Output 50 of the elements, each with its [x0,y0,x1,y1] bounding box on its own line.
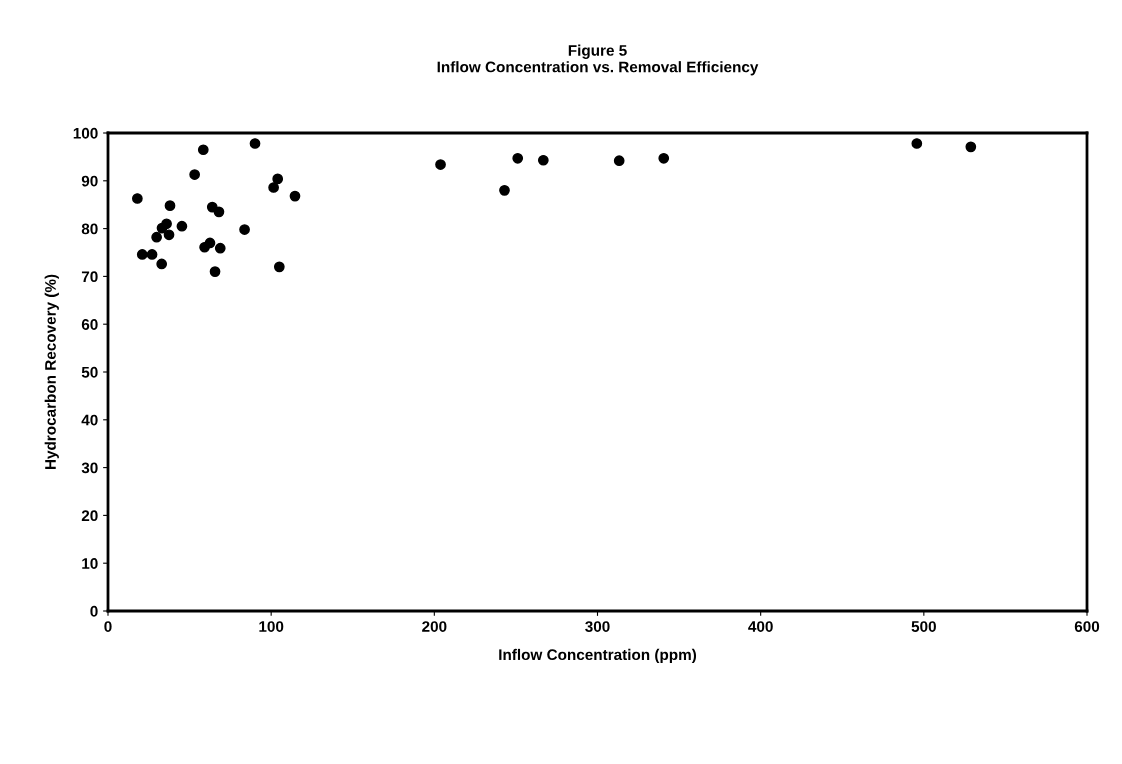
point [197,144,209,156]
chart-title: Figure 5 Inflow Concentration vs. Removal Efficiency [437,44,759,76]
x-tick-label: 200 [422,621,447,632]
y-tick-label: 0 [90,605,98,617]
point [132,193,143,204]
point [537,154,549,166]
point [273,261,285,273]
point [499,185,510,196]
point [164,200,176,212]
x-tick-label: 0 [104,621,112,632]
x-axis-title: Inflow Concentration (ppm) [499,648,697,664]
point [213,206,225,218]
point [151,231,162,243]
x-tick-label: 500 [911,621,936,632]
point [965,141,977,153]
point [156,222,168,234]
x-tick-label: 100 [259,621,284,632]
point [268,182,279,193]
point [146,249,158,260]
y-tick-label: 10 [82,558,98,569]
y-tick-label: 60 [81,319,98,330]
point [272,173,284,185]
point [136,249,148,260]
point [189,169,200,180]
point [199,241,210,253]
y-tick-label: 80 [81,223,98,235]
point [163,229,175,241]
x-tick-label: 300 [585,621,610,632]
point [214,242,226,254]
x-tick-label: 600 [1074,621,1100,632]
y-tick-label: 90 [81,175,98,187]
y-axis-title: Hydrocarbon Recovery (%) [44,274,59,470]
y-tick-label: 70 [81,271,98,283]
point [176,220,188,232]
x-tick-label: 400 [748,621,773,632]
point [156,258,168,270]
point [289,190,301,202]
point [911,138,923,149]
point [435,159,446,170]
point [249,138,261,149]
point [613,155,625,167]
y-tick-label: 40 [81,414,98,426]
y-tick-label: 20 [81,510,98,522]
point [512,152,524,164]
point [658,152,670,164]
y-tick-label: 100 [73,127,98,139]
y-tick-label: 30 [81,462,98,474]
point [209,266,221,277]
y-tick-label: 50 [81,366,98,378]
point [239,224,250,235]
